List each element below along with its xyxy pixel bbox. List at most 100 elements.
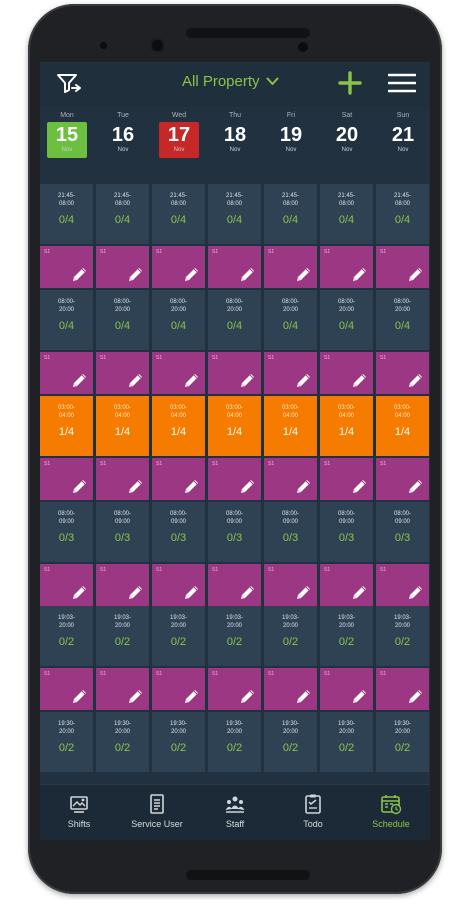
pencil-edit-icon[interactable] <box>182 372 200 390</box>
pencil-edit-icon[interactable] <box>406 266 424 284</box>
assignment-cell[interactable]: S1 <box>208 564 261 606</box>
shift-cell[interactable]: 08:00- 20:00 0/4 <box>208 290 261 350</box>
pencil-edit-icon[interactable] <box>294 688 312 706</box>
shift-cell[interactable]: 19:03- 20:00 0/2 <box>376 606 429 666</box>
shift-cell[interactable]: 08:00- 09:00 0/3 <box>208 502 261 562</box>
pencil-edit-icon[interactable] <box>238 266 256 284</box>
shift-cell[interactable]: 03:00- 04:00 1/4 <box>96 396 149 456</box>
day-column-header[interactable]: Tue 16 Nov <box>95 106 151 168</box>
assignment-cell[interactable]: S1 <box>320 564 373 606</box>
assignment-cell[interactable]: S1 <box>264 352 317 394</box>
assignment-cell[interactable]: S1 <box>40 564 93 606</box>
nav-item-service-user[interactable]: Service User <box>118 785 196 840</box>
shift-cell[interactable]: 21:45- 08:00 0/4 <box>40 184 93 244</box>
assignment-cell[interactable]: S1 <box>208 668 261 710</box>
shift-cell[interactable]: 08:00- 09:00 0/3 <box>264 502 317 562</box>
day-column-header[interactable]: Sat 20 Nov <box>319 106 375 168</box>
pencil-edit-icon[interactable] <box>126 688 144 706</box>
shift-cell[interactable]: 08:00- 20:00 0/4 <box>96 290 149 350</box>
pencil-edit-icon[interactable] <box>70 478 88 496</box>
assignment-cell[interactable]: S1 <box>320 352 373 394</box>
pencil-edit-icon[interactable] <box>294 584 312 602</box>
shift-cell[interactable]: 03:00- 04:00 1/4 <box>208 396 261 456</box>
shift-cell[interactable]: 03:00- 04:00 1/4 <box>320 396 373 456</box>
shift-cell[interactable]: 21:45- 08:00 0/4 <box>152 184 205 244</box>
pencil-edit-icon[interactable] <box>70 688 88 706</box>
pencil-edit-icon[interactable] <box>126 478 144 496</box>
pencil-edit-icon[interactable] <box>182 688 200 706</box>
shift-cell[interactable]: 03:00- 04:00 1/4 <box>376 396 429 456</box>
shift-cell[interactable]: 08:00- 09:00 0/3 <box>152 502 205 562</box>
shift-cell[interactable]: 19:30- 20:00 0/2 <box>320 712 373 772</box>
day-column-header[interactable]: Mon 15 Nov <box>40 106 95 168</box>
plus-icon[interactable] <box>338 71 362 95</box>
shift-cell[interactable]: 19:30- 20:00 0/2 <box>40 712 93 772</box>
shift-cell[interactable]: 03:00- 04:00 1/4 <box>40 396 93 456</box>
assignment-cell[interactable]: S1 <box>264 668 317 710</box>
assignment-cell[interactable]: S1 <box>208 246 261 288</box>
pencil-edit-icon[interactable] <box>182 584 200 602</box>
shift-cell[interactable]: 19:30- 20:00 0/2 <box>96 712 149 772</box>
pencil-edit-icon[interactable] <box>182 266 200 284</box>
assignment-cell[interactable]: S1 <box>152 564 205 606</box>
nav-item-shifts[interactable]: Shifts <box>40 785 118 840</box>
shift-cell[interactable]: 08:00- 20:00 0/4 <box>320 290 373 350</box>
assignment-cell[interactable]: S1 <box>320 246 373 288</box>
assignment-cell[interactable]: S1 <box>376 458 429 500</box>
shift-cell[interactable]: 21:45- 08:00 0/4 <box>96 184 149 244</box>
shift-cell[interactable]: 08:00- 09:00 0/3 <box>376 502 429 562</box>
nav-item-schedule[interactable]: Schedule <box>352 785 430 840</box>
shift-cell[interactable]: 08:00- 20:00 0/4 <box>264 290 317 350</box>
shift-cell[interactable]: 19:30- 20:00 0/2 <box>152 712 205 772</box>
day-column-header[interactable]: Fri 19 Nov <box>263 106 319 168</box>
shift-cell[interactable]: 21:45- 08:00 0/4 <box>264 184 317 244</box>
assignment-cell[interactable]: S1 <box>96 246 149 288</box>
assignment-cell[interactable]: S1 <box>40 352 93 394</box>
assignment-cell[interactable]: S1 <box>152 352 205 394</box>
pencil-edit-icon[interactable] <box>294 266 312 284</box>
assignment-cell[interactable]: S1 <box>264 458 317 500</box>
day-column-header[interactable]: Wed 17 Nov <box>151 106 207 168</box>
shift-cell[interactable]: 21:45- 08:00 0/4 <box>376 184 429 244</box>
assignment-cell[interactable]: S1 <box>152 668 205 710</box>
pencil-edit-icon[interactable] <box>238 688 256 706</box>
shift-cell[interactable]: 19:30- 20:00 0/2 <box>264 712 317 772</box>
shift-cell[interactable]: 03:00- 04:00 1/4 <box>264 396 317 456</box>
pencil-edit-icon[interactable] <box>406 372 424 390</box>
pencil-edit-icon[interactable] <box>350 688 368 706</box>
pencil-edit-icon[interactable] <box>350 478 368 496</box>
hamburger-menu-icon[interactable] <box>388 72 416 94</box>
property-selector[interactable]: All Property <box>182 73 279 90</box>
assignment-cell[interactable]: S1 <box>152 458 205 500</box>
pencil-edit-icon[interactable] <box>238 372 256 390</box>
assignment-cell[interactable]: S1 <box>96 352 149 394</box>
shift-cell[interactable]: 08:00- 09:00 0/3 <box>320 502 373 562</box>
shift-cell[interactable]: 08:00- 09:00 0/3 <box>96 502 149 562</box>
day-column-header[interactable]: Thu 18 Nov <box>207 106 263 168</box>
pencil-edit-icon[interactable] <box>70 372 88 390</box>
pencil-edit-icon[interactable] <box>70 266 88 284</box>
shift-cell[interactable]: 08:00- 20:00 0/4 <box>376 290 429 350</box>
shift-cell[interactable]: 19:30- 20:00 0/2 <box>376 712 429 772</box>
pencil-edit-icon[interactable] <box>126 372 144 390</box>
pencil-edit-icon[interactable] <box>126 266 144 284</box>
shift-cell[interactable]: 08:00- 20:00 0/4 <box>40 290 93 350</box>
assignment-cell[interactable]: S1 <box>376 246 429 288</box>
shift-cell[interactable]: 19:03- 20:00 0/2 <box>264 606 317 666</box>
nav-item-todo[interactable]: Todo <box>274 785 352 840</box>
pencil-edit-icon[interactable] <box>70 584 88 602</box>
pencil-edit-icon[interactable] <box>126 584 144 602</box>
assignment-cell[interactable]: S1 <box>208 352 261 394</box>
shift-cell[interactable]: 19:03- 20:00 0/2 <box>320 606 373 666</box>
assignment-cell[interactable]: S1 <box>376 564 429 606</box>
assignment-cell[interactable]: S1 <box>40 668 93 710</box>
shift-cell[interactable]: 19:03- 20:00 0/2 <box>96 606 149 666</box>
pencil-edit-icon[interactable] <box>294 478 312 496</box>
pencil-edit-icon[interactable] <box>406 584 424 602</box>
shift-cell[interactable]: 21:45- 08:00 0/4 <box>320 184 373 244</box>
shift-cell[interactable]: 21:45- 08:00 0/4 <box>208 184 261 244</box>
pencil-edit-icon[interactable] <box>294 372 312 390</box>
assignment-cell[interactable]: S1 <box>40 458 93 500</box>
pencil-edit-icon[interactable] <box>350 372 368 390</box>
assignment-cell[interactable]: S1 <box>264 564 317 606</box>
